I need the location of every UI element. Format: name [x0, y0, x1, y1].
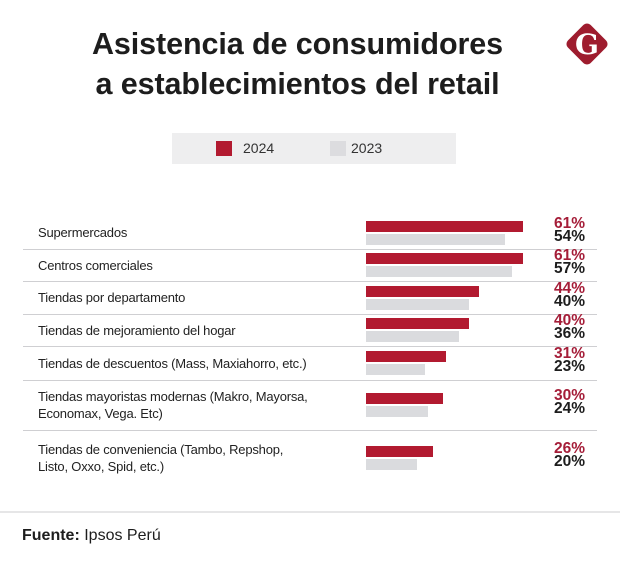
row-divider [23, 380, 597, 381]
legend-swatch-2023 [330, 141, 346, 156]
category-label: Tiendas de descuentos (Mass, Maxiahorro,… [38, 355, 307, 371]
bar-2023 [366, 459, 418, 470]
bar-2024 [366, 351, 446, 362]
brand-logo-icon: G [566, 23, 608, 65]
row-divider [23, 430, 597, 431]
footer-divider [0, 511, 620, 513]
bar-2023 [366, 364, 426, 375]
bar-2024 [366, 285, 480, 297]
row-divider [23, 249, 597, 250]
row-divider [23, 281, 597, 282]
category-label: Tiendas de conveniencia (Tambo, Repshop,… [38, 442, 284, 474]
value-label-2024: 61% [553, 247, 585, 264]
value-label-2023: 54% [553, 227, 585, 245]
bar-2024 [366, 318, 469, 329]
chart-row: Centros comerciales 61% 57% [0, 247, 620, 281]
category-label: Tiendas de mejoramiento del hogar [38, 322, 236, 338]
chart-row: Supermercados 61% 54% [0, 214, 620, 249]
chart-row: Tiendas mayoristas modernas (Makro, Mayo… [0, 380, 620, 430]
bar-2024 [366, 253, 523, 264]
value-label-2023: 20% [553, 453, 585, 470]
category-label: Tiendas por departamento [38, 290, 186, 305]
logo-letter: G [575, 28, 599, 61]
legend-label-2024: 2024 [243, 140, 275, 156]
value-label-2024: 30% [553, 387, 585, 404]
bar-2023 [366, 298, 469, 310]
bar-2024 [366, 220, 523, 232]
chart-row: Tiendas por departamento 44% 40% [0, 279, 620, 314]
source-note: Fuente: Ipsos Perú [22, 526, 161, 546]
legend-swatch-2024 [216, 141, 232, 156]
row-divider [23, 314, 597, 315]
legend-label-2023: 2023 [351, 140, 383, 156]
value-label-2023: 24% [553, 400, 585, 417]
value-label-2023: 23% [553, 358, 585, 375]
value-label-2024: 31% [553, 345, 585, 362]
bar-2024 [366, 446, 433, 457]
bar-2023 [366, 233, 505, 245]
value-label-2024: 26% [553, 440, 585, 457]
chart-row: Tiendas de mejoramiento del hogar 40% 36% [0, 312, 620, 346]
category-label: Supermercados [38, 225, 128, 240]
bar-2023 [366, 266, 513, 277]
source-label: Fuente: [22, 527, 80, 544]
category-label: Tiendas mayoristas modernas (Makro, Mayo… [38, 389, 308, 421]
chart-title: Asistencia de consumidores a establecimi… [92, 27, 503, 101]
source-value: Ipsos Perú [84, 527, 161, 544]
value-label-2023: 40% [553, 292, 585, 310]
bar-2023 [366, 406, 428, 417]
category-label: Centros comerciales [38, 257, 153, 273]
value-label-2023: 57% [553, 260, 585, 277]
chart-row: Tiendas de descuentos (Mass, Maxiahorro,… [0, 346, 620, 380]
bar-2023 [366, 331, 459, 342]
legend: 2024 2023 [172, 133, 456, 164]
value-label-2024: 61% [553, 214, 585, 232]
chart-row: Tiendas de conveniencia (Tambo, Repshop,… [0, 430, 620, 486]
value-label-2023: 36% [553, 325, 585, 342]
row-divider [23, 346, 597, 347]
value-label-2024: 44% [553, 279, 585, 297]
value-label-2024: 40% [553, 312, 585, 329]
bar-2024 [366, 393, 444, 404]
